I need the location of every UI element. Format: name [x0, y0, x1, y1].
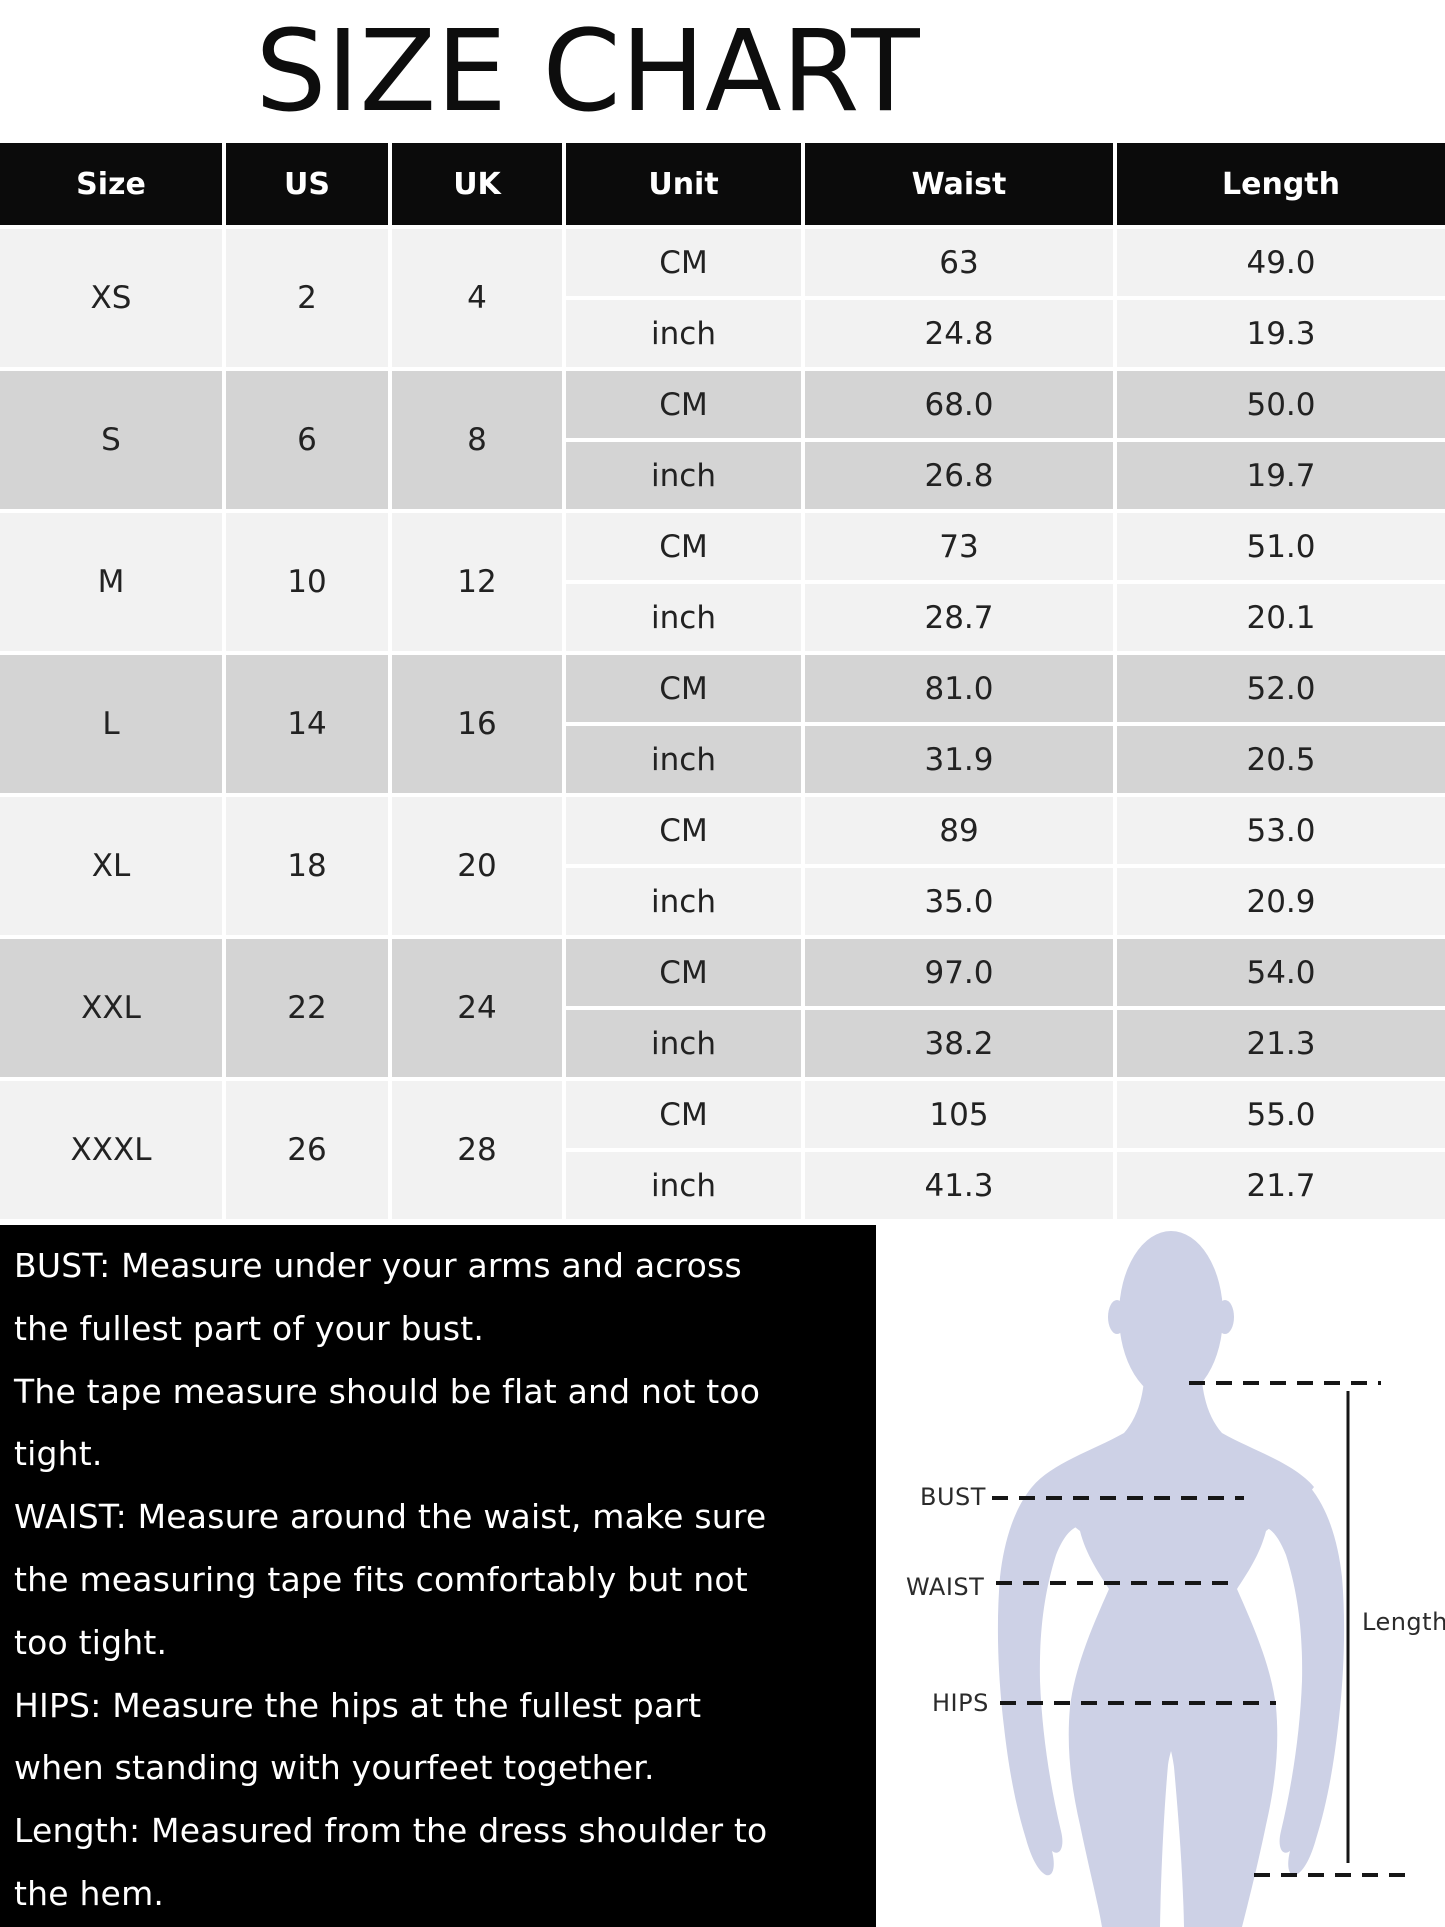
size-cell: XS — [0, 229, 222, 367]
bust-label: BUST — [920, 1483, 986, 1511]
guide-text-line: the measuring tape fits comfortably but … — [14, 1559, 748, 1599]
unit-cell: inch — [566, 868, 801, 935]
uk-cell: 16 — [392, 655, 562, 793]
unit-cell: inch — [566, 584, 801, 651]
column-header-length: Length — [1117, 143, 1445, 225]
waist-value-cell: 24.8 — [805, 300, 1113, 367]
us-cell: 22 — [226, 939, 388, 1077]
unit-cell: CM — [566, 797, 801, 864]
size-cell: M — [0, 513, 222, 651]
waist-value-cell: 89 — [805, 797, 1113, 864]
length-value-cell: 55.0 — [1117, 1081, 1445, 1148]
measurement-figure-panel: BUST WAIST HIPS Length — [876, 1225, 1445, 1927]
waist-value-cell: 28.7 — [805, 584, 1113, 651]
size-cell: S — [0, 371, 222, 509]
us-cell: 14 — [226, 655, 388, 793]
length-value-cell: 21.7 — [1117, 1152, 1445, 1219]
guide-text-line: too tight. — [14, 1622, 168, 1662]
length-value-cell: 19.7 — [1117, 442, 1445, 509]
waist-value-cell: 35.0 — [805, 868, 1113, 935]
guide-text-line: The tape measure should be flat and not … — [14, 1371, 761, 1411]
size-chart-table: Size US UK Unit Waist Length XS 2 4 CM 6… — [0, 143, 1445, 1219]
us-cell: 6 — [226, 371, 388, 509]
uk-cell: 8 — [392, 371, 562, 509]
waist-value-cell: 73 — [805, 513, 1113, 580]
column-header-us: US — [226, 143, 388, 225]
length-value-cell: 49.0 — [1117, 229, 1445, 296]
length-value-cell: 51.0 — [1117, 513, 1445, 580]
column-header-unit: Unit — [566, 143, 801, 225]
waist-value-cell: 63 — [805, 229, 1113, 296]
waist-value-cell: 68.0 — [805, 371, 1113, 438]
uk-cell: 4 — [392, 229, 562, 367]
guide-text-line: the fullest part of your bust. — [14, 1308, 485, 1348]
uk-cell: 20 — [392, 797, 562, 935]
unit-cell: CM — [566, 939, 801, 1006]
waist-value-cell: 31.9 — [805, 726, 1113, 793]
waist-value-cell: 81.0 — [805, 655, 1113, 722]
body-silhouette-diagram — [992, 1231, 1416, 1927]
guide-text-line: the hem. — [14, 1873, 165, 1913]
guide-text-line: Length: Measured from the dress shoulder… — [14, 1811, 768, 1851]
us-cell: 26 — [226, 1081, 388, 1219]
length-value-cell: 53.0 — [1117, 797, 1445, 864]
waist-value-cell: 38.2 — [805, 1010, 1113, 1077]
length-value-cell: 54.0 — [1117, 939, 1445, 1006]
waist-value-cell: 97.0 — [805, 939, 1113, 1006]
guide-text-line: HIPS: Measure the hips at the fullest pa… — [14, 1685, 702, 1725]
length-value-cell: 50.0 — [1117, 371, 1445, 438]
unit-cell: CM — [566, 655, 801, 722]
female-body-silhouette — [997, 1231, 1345, 1927]
measurement-lines — [992, 1381, 1416, 1877]
length-value-cell: 20.1 — [1117, 584, 1445, 651]
guide-text-line: BUST: Measure under your arms and across — [14, 1246, 742, 1285]
guide-text-line: tight. — [14, 1434, 103, 1474]
unit-cell: inch — [566, 442, 801, 509]
unit-cell: CM — [566, 513, 801, 580]
length-value-cell: 20.9 — [1117, 868, 1445, 935]
length-value-cell: 21.3 — [1117, 1010, 1445, 1077]
us-cell: 18 — [226, 797, 388, 935]
waist-value-cell: 105 — [805, 1081, 1113, 1148]
unit-cell: CM — [566, 229, 801, 296]
unit-cell: CM — [566, 1081, 801, 1148]
length-label: Length — [1362, 1608, 1445, 1636]
length-value-cell: 20.5 — [1117, 726, 1445, 793]
unit-cell: inch — [566, 300, 801, 367]
uk-cell: 24 — [392, 939, 562, 1077]
page-title: SIZE CHART — [255, 6, 920, 137]
size-cell: L — [0, 655, 222, 793]
uk-cell: 28 — [392, 1081, 562, 1219]
unit-cell: CM — [566, 371, 801, 438]
us-cell: 2 — [226, 229, 388, 367]
column-header-waist: Waist — [805, 143, 1113, 225]
column-header-uk: UK — [392, 143, 562, 225]
length-value-cell: 19.3 — [1117, 300, 1445, 367]
us-cell: 10 — [226, 513, 388, 651]
waist-label: WAIST — [906, 1573, 985, 1601]
waist-value-cell: 41.3 — [805, 1152, 1113, 1219]
guide-text-line: WAIST: Measure around the waist, make su… — [14, 1497, 767, 1537]
measuring-guide-panel: BUST: Measure under your arms and across… — [0, 1225, 876, 1927]
unit-cell: inch — [566, 1010, 801, 1077]
length-value-cell: 52.0 — [1117, 655, 1445, 722]
guide-text-line: when standing with yourfeet together. — [14, 1748, 655, 1788]
size-cell: XXXL — [0, 1081, 222, 1219]
unit-cell: inch — [566, 1152, 801, 1219]
column-header-size: Size — [0, 143, 222, 225]
hips-label: HIPS — [932, 1689, 989, 1717]
waist-value-cell: 26.8 — [805, 442, 1113, 509]
uk-cell: 12 — [392, 513, 562, 651]
size-cell: XXL — [0, 939, 222, 1077]
size-cell: XL — [0, 797, 222, 935]
unit-cell: inch — [566, 726, 801, 793]
